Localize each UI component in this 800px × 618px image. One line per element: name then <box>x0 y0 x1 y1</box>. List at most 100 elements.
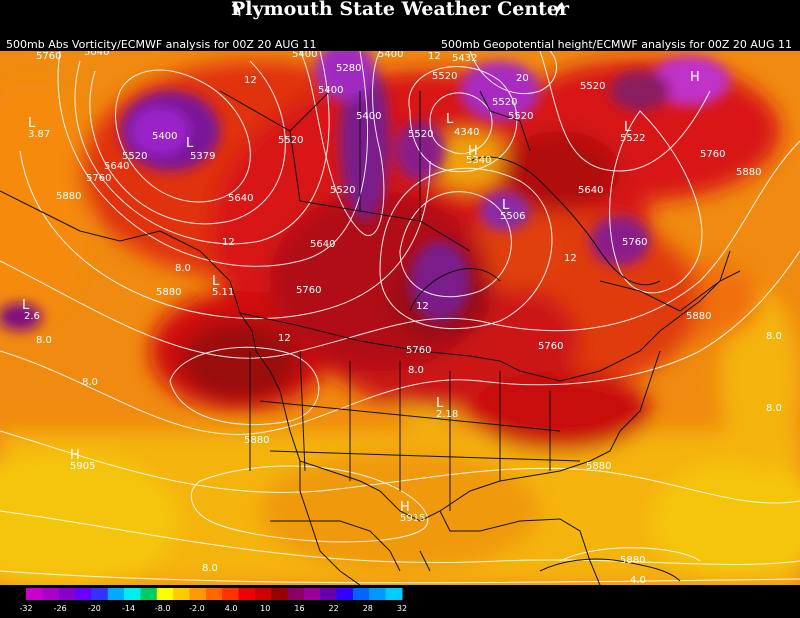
vorticity-value-label: 12 <box>428 51 441 62</box>
height-contour-label: 5506 <box>500 211 525 222</box>
vorticity-value-label: 12 <box>222 237 235 248</box>
left-logo-icon <box>232 2 241 17</box>
vorticity-value-label: 4.0 <box>630 575 646 585</box>
vorticity-labels: 3.87 8.0 5.11 2.6 8.0 8.0 12 12 12 12 12 12 8.0 2.18 8… <box>22 51 782 585</box>
height-contour-label: 5760 <box>622 237 647 248</box>
vorticity-caption: 500mb Abs Vorticity/ECMWF analysis for 0… <box>6 38 317 51</box>
vorticity-value-label: 12 <box>278 333 291 344</box>
height-contour-label: 5640 <box>104 161 129 172</box>
height-contour-label: 5520 <box>122 151 147 162</box>
height-contour-label: 5880 <box>736 167 761 178</box>
colorbar-tick-label: -26 <box>53 604 67 613</box>
low-pressure-marker: L <box>436 396 444 411</box>
vorticity-value-label: 8.0 <box>766 403 782 414</box>
high-pressure-marker: H <box>690 70 700 85</box>
colorbar-swatch <box>222 588 240 600</box>
height-contour-label: 5520 <box>432 71 457 82</box>
colorbar-swatch <box>75 588 92 600</box>
height-contour-label: 5880 <box>686 311 711 322</box>
height-contour-label: 5760 <box>700 149 725 160</box>
political-boundaries <box>0 90 741 585</box>
colorbar-tick-label: 10 <box>260 604 271 613</box>
colorbar-swatch <box>320 588 338 600</box>
height-contour-label: 5520 <box>508 111 533 122</box>
colorbar-swatch <box>205 588 223 600</box>
page-title: Plymouth State Weather Center <box>230 0 570 20</box>
colorbar-swatch <box>107 588 125 600</box>
colorbar-swatch <box>352 588 370 600</box>
colorbar-swatch <box>124 588 141 600</box>
colorbar-tick-label: 4.0 <box>224 604 238 613</box>
height-contour-label: 5880 <box>156 287 181 298</box>
colorbar-tick-label: 32 <box>396 604 408 613</box>
height-contour-labels: 5760 5040 5400 5400 5432 5520 5520 5520 5520 5280… <box>36 51 761 566</box>
vorticity-value-label: 8.0 <box>36 335 52 346</box>
height-contour-label: 5400 <box>378 51 403 60</box>
height-contour-label: 5760 <box>296 285 321 296</box>
height-contour-label: 5760 <box>538 341 563 352</box>
high-pressure-marker: H <box>400 500 410 515</box>
height-contour-label: 5880 <box>56 191 81 202</box>
colorbar-swatch <box>238 588 256 600</box>
low-pressure-marker: L <box>624 120 632 135</box>
height-contour-label: 5640 <box>578 185 603 196</box>
colorbar-swatch <box>42 588 60 600</box>
height-contour-label: 5400 <box>152 131 177 142</box>
colorbar-swatch <box>189 588 207 600</box>
weather-map: 5760 5040 5400 5400 5432 5520 5520 5520 5520 5280… <box>0 51 800 585</box>
vorticity-value-label: 8.0 <box>82 377 98 388</box>
height-contour-label: 5520 <box>580 81 605 92</box>
vorticity-value-label: 12 <box>244 75 257 86</box>
high-pressure-marker: H <box>70 448 80 463</box>
colorbar-swatch <box>58 588 76 600</box>
height-contour-label: 5400 <box>292 51 317 60</box>
low-pressure-marker: L <box>212 274 220 289</box>
height-contour-label: 5522 <box>620 133 645 144</box>
colorbar-tick-label: 28 <box>362 604 373 613</box>
vorticity-value-label: 5.11 <box>212 287 234 298</box>
geopotential-contours <box>0 51 800 584</box>
colorbar-swatch <box>369 588 387 600</box>
height-contour-label: 5760 <box>406 345 431 356</box>
colorbar-tick-label: -32 <box>19 604 33 613</box>
colorbar-swatch <box>336 588 354 600</box>
height-contour-label: 5520 <box>408 129 433 140</box>
high-pressure-marker: H <box>468 144 478 159</box>
height-contour-label: 5760 <box>36 51 61 62</box>
height-caption: 500mb Geopotential height/ECMWF analysis… <box>440 38 792 51</box>
colorbar-swatch <box>303 588 321 600</box>
height-contour-label: 5400 <box>318 85 343 96</box>
height-contour-label: 5640 <box>228 193 253 204</box>
vorticity-value-label: 12 <box>416 301 429 312</box>
colorbar-swatch <box>156 588 174 600</box>
vorticity-value-label: 2.18 <box>436 409 458 420</box>
vorticity-value-label: 8.0 <box>175 263 191 274</box>
colorbar-tick-label: -2.0 <box>189 604 205 613</box>
colorbar-swatch <box>271 588 289 600</box>
colorbar-tick-label: -14 <box>121 604 136 613</box>
right-logo-icon <box>555 2 564 17</box>
height-contour-label: 5379 <box>190 151 215 162</box>
low-pressure-marker: L <box>186 136 194 151</box>
vorticity-value-label: 12 <box>564 253 577 264</box>
height-contour-label: 5400 <box>356 111 381 122</box>
height-contour-label: 5880 <box>620 555 645 566</box>
colorbar-swatch <box>91 588 109 600</box>
height-contour-label: 5432 <box>452 53 477 64</box>
vorticity-value-label: 8.0 <box>766 331 782 342</box>
height-contour-label: 5340 <box>466 155 491 166</box>
vorticity-value-label: 2.6 <box>24 311 40 322</box>
height-contour-label: 5915 <box>400 513 425 524</box>
low-pressure-marker: L <box>28 116 36 131</box>
height-contour-label: 5880 <box>244 435 269 446</box>
height-contour-label: 5520 <box>330 185 355 196</box>
height-contour-label: 5520 <box>492 97 517 108</box>
height-contour-label: 5760 <box>86 173 111 184</box>
vorticity-value-label: 8.0 <box>202 563 218 574</box>
height-contour-label: 5280 <box>336 63 361 74</box>
colorbar-swatch <box>140 588 158 600</box>
low-pressure-marker: L <box>446 112 454 127</box>
low-pressure-marker: L <box>22 298 30 313</box>
vorticity-value-label: 3.87 <box>28 129 50 140</box>
